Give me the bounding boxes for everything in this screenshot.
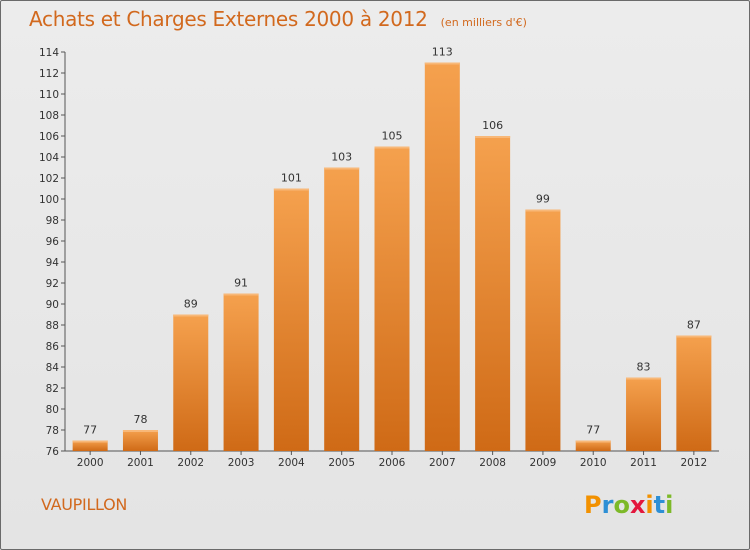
logo-letter: t: [653, 491, 666, 519]
bar: [223, 293, 259, 451]
bar: [173, 314, 209, 451]
data-label: 99: [536, 193, 550, 206]
data-label: 106: [482, 119, 503, 132]
bar-top-highlight: [525, 209, 561, 212]
data-label: 87: [687, 319, 701, 332]
chart-title: Achats et Charges Externes 2000 à 2012: [29, 7, 428, 31]
y-tick-label: 80: [46, 404, 59, 416]
data-label: 78: [133, 413, 147, 426]
y-tick-label: 104: [39, 152, 59, 164]
x-axis: 2000 2001 2002 2003 2004 2005 2006 2007 2008 2009…: [65, 450, 719, 469]
bar: [424, 62, 460, 451]
bar-top-highlight: [475, 136, 511, 138]
bar-top-highlight: [122, 430, 158, 432]
y-tick-label: 82: [46, 383, 59, 395]
y-tick-label: 102: [39, 173, 59, 185]
data-label: 83: [637, 361, 651, 374]
y-tick-label: 92: [46, 278, 59, 290]
bar: [676, 335, 712, 451]
bar: [525, 209, 561, 451]
y-tick-label: 84: [46, 362, 60, 374]
y-tick-label: 100: [39, 194, 59, 206]
logo-letter: P: [584, 491, 602, 519]
y-tick-label: 110: [39, 89, 59, 101]
logo-letter: i: [645, 491, 654, 519]
x-tick-label: 2010: [580, 457, 607, 469]
chart-subtitle: (en milliers d'€): [440, 16, 527, 29]
data-label: 77: [586, 424, 600, 437]
bar-top-highlight: [424, 62, 460, 65]
commune-name: VAUPILLON: [41, 495, 128, 514]
x-tick-label: 2002: [177, 457, 204, 469]
x-tick-label: 2004: [278, 457, 305, 469]
data-label: 101: [281, 172, 302, 185]
y-tick-label: 112: [39, 68, 59, 80]
proxiti-logo: Proxiti: [584, 491, 673, 519]
bar-top-highlight: [676, 335, 712, 338]
bar-top-highlight: [374, 146, 410, 149]
bar: [575, 440, 611, 451]
logo-letter: x: [629, 491, 646, 519]
data-label: 105: [382, 130, 403, 143]
x-tick-label: 2008: [479, 457, 506, 469]
x-tick-label: 2006: [379, 457, 406, 469]
y-tick-label: 98: [46, 215, 59, 227]
y-axis: 76 78 80 82 84 86 88 90 92 94 96 98 100 102 104 106 108 1…: [39, 47, 66, 458]
bar: [374, 146, 410, 451]
y-tick-label: 108: [39, 110, 59, 122]
data-label: 89: [184, 298, 198, 311]
x-tick-label: 2012: [680, 457, 707, 469]
bar: [273, 188, 309, 451]
x-tick-label: 2005: [328, 457, 355, 469]
x-tick-label: 2009: [530, 457, 557, 469]
x-tick-label: 2007: [429, 457, 456, 469]
x-tick-label: 2011: [630, 457, 657, 469]
y-tick-label: 90: [46, 299, 59, 311]
data-label: 103: [331, 151, 352, 164]
y-tick-label: 106: [39, 131, 59, 143]
bar-top-highlight: [223, 293, 259, 296]
bar-top-highlight: [324, 167, 360, 170]
data-label: 77: [83, 424, 97, 437]
y-tick-label: 114: [39, 47, 59, 59]
y-tick-label: 86: [46, 341, 60, 353]
x-tick-label: 2003: [228, 457, 255, 469]
x-tick-label: 2001: [127, 457, 154, 469]
bar-top-highlight: [626, 377, 662, 380]
y-tick-label: 78: [46, 425, 59, 437]
value-labels-group: 77 78 89 91 101 103 105 113 106 99 77 83 87: [83, 46, 701, 437]
y-tick-label: 88: [46, 320, 59, 332]
y-tick-label: 96: [46, 236, 60, 248]
y-tick-label: 76: [46, 446, 60, 458]
x-tick-label: 2000: [77, 457, 104, 469]
bar-top-highlight: [273, 188, 309, 191]
bars-group: [72, 62, 712, 451]
logo-letter: i: [665, 491, 674, 519]
bar: [626, 377, 662, 451]
bar: [122, 430, 158, 451]
bar-top-highlight: [72, 440, 108, 443]
bar-top-highlight: [173, 314, 209, 317]
data-label: 91: [234, 277, 248, 290]
logo-letter: o: [613, 491, 630, 519]
bar: [72, 440, 108, 451]
logo-letter: r: [601, 491, 614, 519]
data-label: 113: [432, 46, 453, 59]
chart-title-group: Achats et Charges Externes 2000 à 2012 (…: [29, 7, 527, 31]
bar-top-highlight: [575, 440, 611, 443]
bar: [324, 167, 360, 451]
bar: [475, 136, 511, 451]
y-tick-label: 94: [46, 257, 60, 269]
